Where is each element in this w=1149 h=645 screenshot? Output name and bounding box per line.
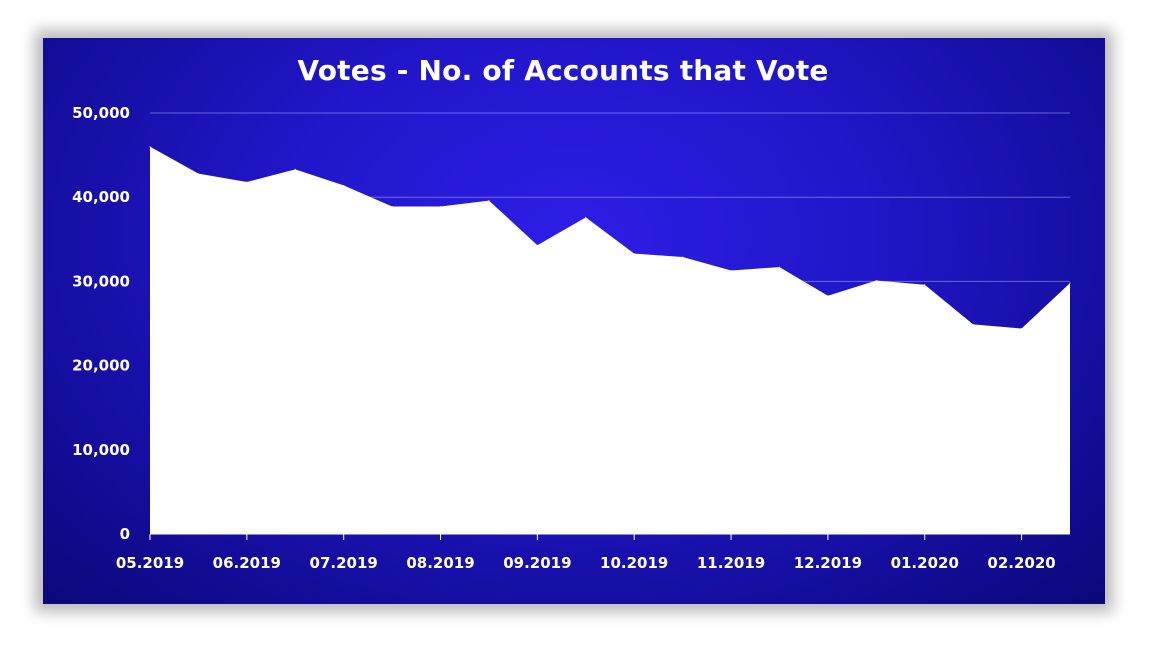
x-tick-label: 12.2019: [794, 554, 862, 572]
x-tick-label: 08.2019: [406, 554, 474, 572]
x-tick-label: 09.2019: [503, 554, 571, 572]
data-point: [536, 244, 538, 246]
data-point: [585, 216, 587, 218]
y-tick-label: 20,000: [72, 357, 130, 375]
data-point: [1069, 282, 1071, 284]
data-point: [343, 184, 345, 186]
data-point: [924, 284, 926, 286]
data-point: [246, 181, 248, 183]
x-tick-label: 07.2019: [310, 554, 378, 572]
data-point: [1021, 328, 1023, 330]
area-series: [150, 146, 1070, 534]
data-point: [827, 295, 829, 297]
data-point: [682, 256, 684, 258]
data-point: [391, 205, 393, 207]
x-tick-label: 05.2019: [116, 554, 184, 572]
data-point: [440, 205, 442, 207]
x-tick-label: 01.2020: [891, 554, 959, 572]
y-tick-label: 40,000: [72, 188, 130, 206]
data-point: [149, 146, 151, 148]
x-tick-label: 02.2020: [987, 554, 1055, 572]
data-point: [488, 200, 490, 202]
data-point: [633, 253, 635, 255]
data-point: [972, 323, 974, 325]
chart-title: Votes - No. of Accounts that Vote: [297, 54, 829, 87]
y-tick-label: 50,000: [72, 104, 130, 122]
data-point: [875, 280, 877, 282]
y-tick-label: 30,000: [72, 272, 130, 290]
x-tick-label: 06.2019: [213, 554, 281, 572]
data-point: [294, 168, 296, 170]
y-tick-label: 0: [120, 525, 130, 543]
y-tick-label: 10,000: [72, 441, 130, 459]
data-point: [730, 269, 732, 271]
area-chart: 0 10,000 20,000 30,000 40,000 50,000 05.2019 06…: [72, 104, 1071, 572]
chart-panel: Votes - No. of Accounts that Vote 0 10,00…: [43, 38, 1105, 604]
data-point: [778, 266, 780, 268]
x-tick-label: 10.2019: [600, 554, 668, 572]
x-tick-label: 11.2019: [697, 554, 765, 572]
data-point: [197, 173, 199, 175]
